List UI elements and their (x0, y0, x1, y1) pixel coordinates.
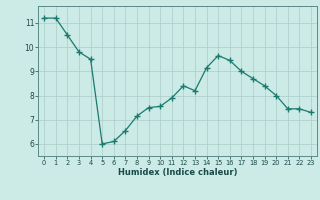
X-axis label: Humidex (Indice chaleur): Humidex (Indice chaleur) (118, 168, 237, 177)
